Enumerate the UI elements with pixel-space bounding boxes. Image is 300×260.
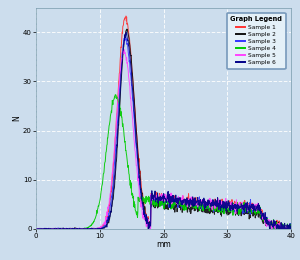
Y-axis label: N: N — [12, 115, 21, 121]
Legend: Sample 1, Sample 2, Sample 3, Sample 4, Sample 5, Sample 6: Sample 1, Sample 2, Sample 3, Sample 4, … — [227, 13, 286, 69]
X-axis label: mm: mm — [156, 240, 171, 249]
